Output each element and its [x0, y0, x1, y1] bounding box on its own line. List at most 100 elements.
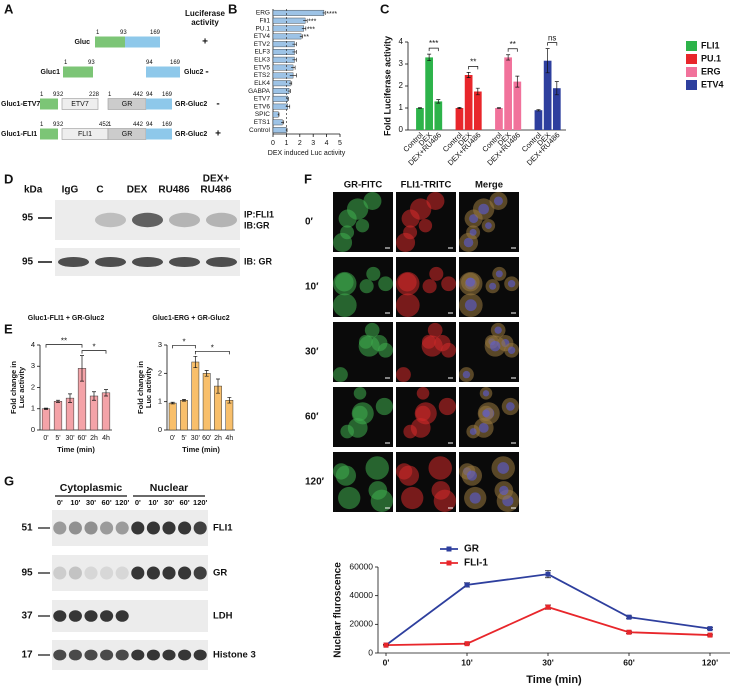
error-bar — [506, 54, 511, 61]
band — [178, 566, 192, 580]
y-tick-label: SPIC — [255, 111, 270, 118]
x-tick-label: 5' — [55, 435, 60, 442]
blot-label: IP:FLI1 — [244, 209, 274, 219]
luciferase-result: + — [215, 129, 221, 140]
y-tick-label: 1 — [399, 103, 404, 112]
nucleus — [469, 492, 481, 504]
y-tick-label: ELF3 — [254, 49, 270, 56]
header: Luciferase — [185, 9, 226, 18]
row-label: 120′ — [305, 477, 325, 488]
significance: * — [182, 337, 185, 346]
chart-title: Gluc1-ERG + GR-Gluc2 — [152, 315, 229, 322]
cell — [398, 272, 417, 292]
lane-label: RU486 — [158, 185, 190, 196]
lane-label: C — [96, 185, 103, 196]
bar — [89, 395, 99, 431]
x-tick-label: 0' — [170, 435, 175, 442]
construct-label: Gluc1 — [41, 69, 61, 76]
error-bar — [322, 10, 326, 15]
y-tick-label: ETS1 — [254, 119, 271, 126]
nucleus — [507, 346, 516, 354]
domain-box — [61, 98, 99, 110]
panel-letter: A — [4, 1, 14, 16]
y-tick-label: 40000 — [349, 590, 373, 600]
residue-number: 1 — [96, 30, 100, 36]
nucleus — [478, 422, 489, 433]
bar — [272, 95, 288, 102]
cell — [401, 486, 424, 510]
error-bar — [216, 378, 220, 394]
band — [94, 256, 127, 268]
lane-label: 10' — [148, 498, 158, 507]
error-bar — [427, 53, 432, 62]
significance-bracket — [507, 48, 518, 52]
lane-label: DEX — [127, 185, 148, 196]
y-tick-label: Control — [249, 127, 271, 134]
residue-number: 169 — [162, 122, 173, 128]
band — [68, 649, 82, 661]
bar — [65, 397, 75, 431]
band — [115, 566, 129, 580]
marker — [707, 626, 713, 632]
cell — [416, 387, 430, 400]
gluc2-box — [125, 36, 160, 48]
error-bar — [466, 72, 471, 78]
group-label: Cytoplasmic — [60, 482, 123, 494]
significance: ** — [470, 57, 476, 66]
band — [53, 610, 67, 622]
y-tick-label: GABPA — [248, 88, 271, 95]
bar — [272, 119, 283, 126]
row-label: 30′ — [305, 347, 319, 358]
residue-number: 1 — [40, 122, 44, 128]
band — [168, 256, 201, 268]
residue-number: 452 — [99, 122, 110, 128]
cell — [431, 481, 451, 500]
nucleus — [464, 299, 477, 312]
error-bar — [182, 399, 186, 402]
band — [162, 649, 176, 661]
nucleus — [482, 409, 490, 418]
significance: * — [211, 343, 214, 352]
y-tick-label: PU.1 — [256, 25, 271, 32]
panel-letter: B — [228, 1, 237, 16]
blot-label: LDH — [213, 611, 233, 622]
y-tick-label: ERG — [256, 10, 270, 17]
error-bar — [301, 26, 307, 31]
panel-letter: E — [4, 321, 13, 336]
error-bar — [56, 399, 60, 403]
x-tick-label: 60' — [77, 435, 86, 442]
marker — [545, 571, 551, 577]
y-axis-label: Luc activity — [144, 366, 153, 408]
nucleus — [485, 222, 492, 229]
nucleus — [493, 196, 503, 206]
gluc2-box — [146, 98, 172, 110]
nucleus — [506, 402, 515, 411]
lane-label: 30' — [164, 498, 174, 507]
gluc1-box — [63, 66, 93, 78]
x-tick-label: 30' — [542, 657, 553, 667]
cell — [427, 322, 443, 338]
cell — [365, 456, 389, 480]
bar — [53, 401, 63, 431]
cell — [359, 279, 374, 294]
lane-label: RU486 — [200, 185, 232, 196]
residue-number: 94 — [146, 60, 153, 66]
lane-label: 30' — [86, 498, 96, 507]
y-axis-label: Luc activity — [17, 366, 26, 408]
significance: ** — [510, 40, 516, 49]
luciferase-result: - — [205, 67, 208, 78]
cell — [428, 456, 452, 480]
error-bar — [170, 401, 175, 405]
marker — [707, 632, 713, 638]
bar — [191, 361, 200, 431]
bar — [272, 111, 279, 118]
lane-label: IgG — [62, 185, 79, 196]
legend-label: FLI-1 — [464, 558, 488, 569]
band — [131, 212, 164, 228]
marker — [545, 604, 551, 610]
blot-label: GR — [213, 568, 227, 579]
nucleus — [494, 326, 502, 334]
residue-number: 93 — [53, 92, 60, 98]
bar — [543, 60, 552, 131]
bar — [513, 81, 522, 130]
